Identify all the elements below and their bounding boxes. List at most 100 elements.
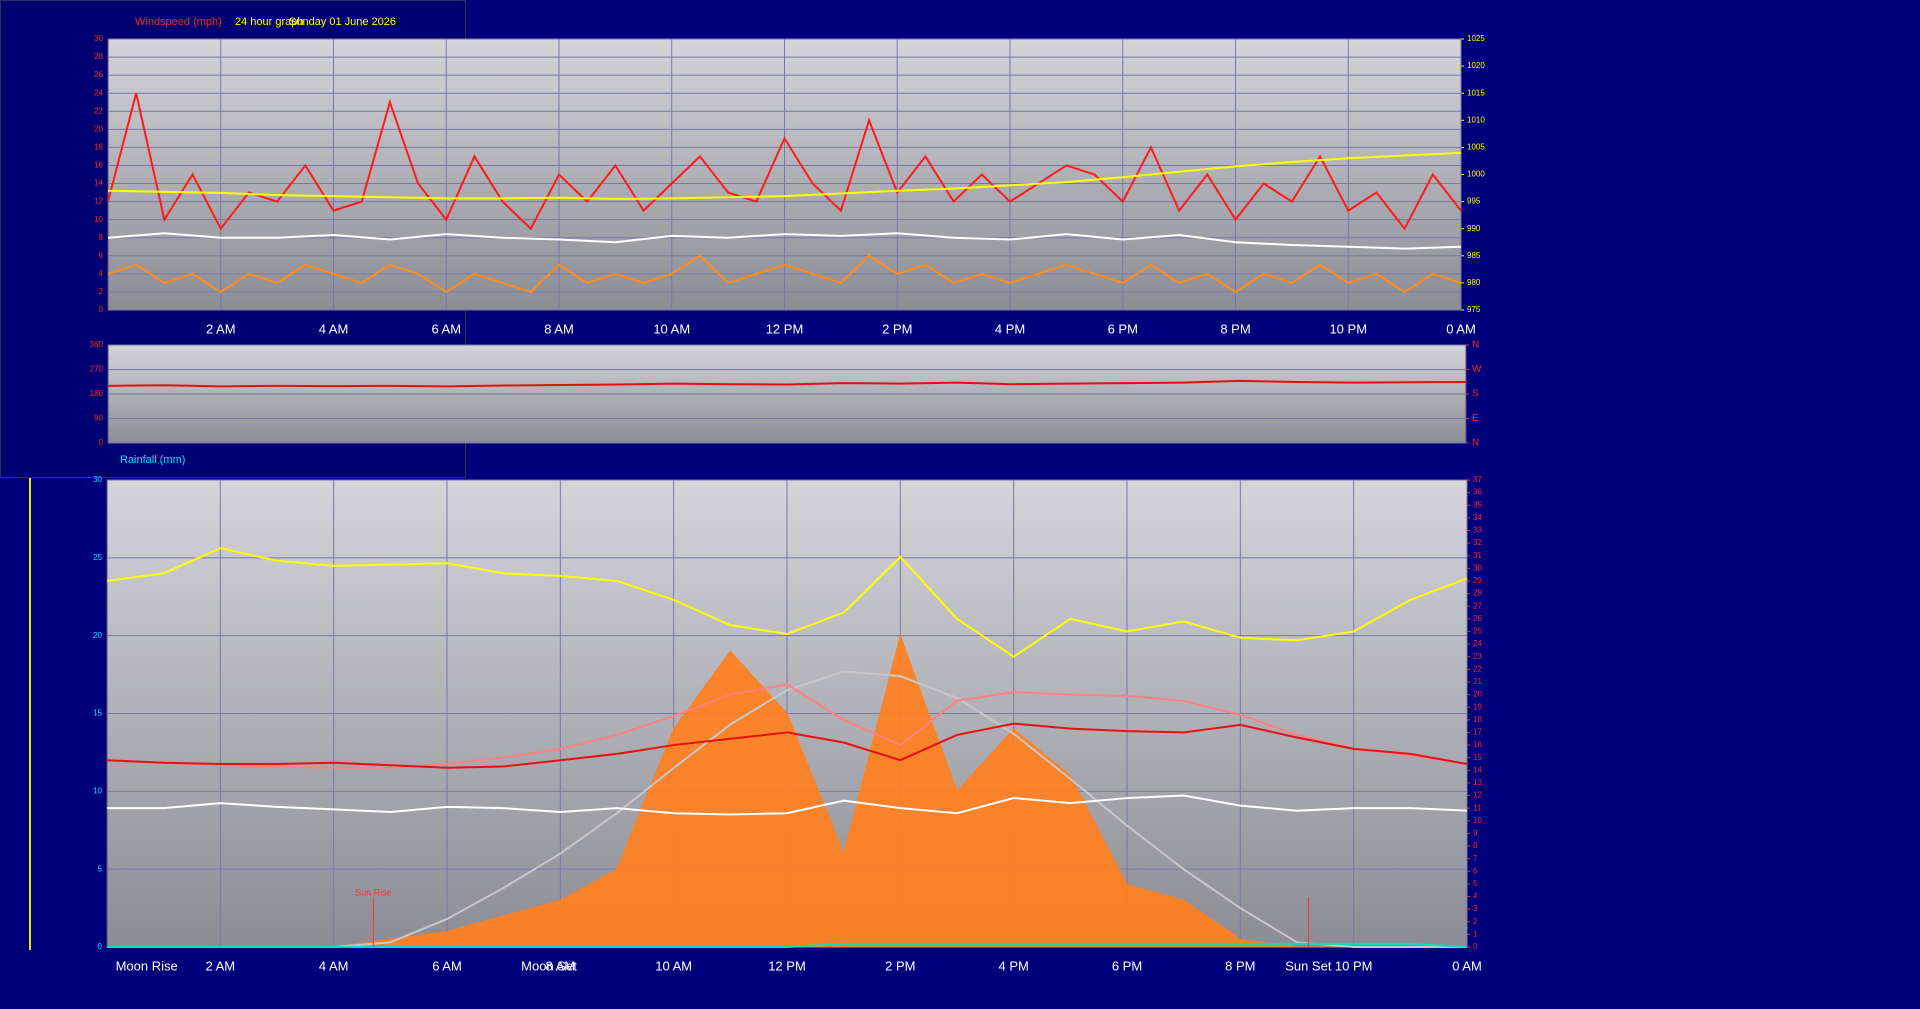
- y2-tick-label: 32: [1473, 538, 1482, 547]
- y-tick-label: 270: [90, 365, 104, 374]
- event-label: Moon Set: [521, 958, 577, 973]
- line: [106, 547, 1468, 658]
- y2-tick-label: 9: [1473, 829, 1478, 838]
- y2-tick-label: 995: [1467, 197, 1481, 206]
- y2-tick-label: 29: [1473, 576, 1482, 585]
- y2-tick-label: 1015: [1467, 88, 1485, 97]
- y2-tick-label: 5: [1473, 879, 1478, 888]
- event-label: Sun Set: [1285, 958, 1332, 973]
- line: [107, 92, 1462, 231]
- y2-tick-label: 37: [1473, 475, 1482, 484]
- y2-tick-label: N: [1472, 340, 1479, 351]
- x-tick-label: 10 PM: [1335, 958, 1373, 973]
- y2-tick-label: W: [1472, 364, 1482, 375]
- y-tick-label: 360: [90, 340, 104, 349]
- y2-tick-label: E: [1472, 413, 1479, 424]
- y2-tick-label: N: [1472, 438, 1479, 449]
- line: [107, 942, 1468, 948]
- y2-tick-label: 21: [1473, 677, 1482, 686]
- y2-tick-label: 31: [1473, 551, 1482, 560]
- x-tick-label: 0 AM: [1446, 321, 1476, 336]
- y2-tick-label: 18: [1473, 715, 1482, 724]
- y2-tick-label: 35: [1473, 500, 1482, 509]
- x-tick-label: 10 AM: [653, 321, 690, 336]
- y-tick-label: 5: [98, 864, 103, 873]
- y2-tick-label: 36: [1473, 488, 1482, 497]
- line: [107, 254, 1462, 294]
- x-tick-label: 8 PM: [1225, 958, 1255, 973]
- x-tick-label: 4 PM: [995, 321, 1025, 336]
- x-tick-label: 12 PM: [768, 958, 806, 973]
- y-tick-label: 15: [93, 709, 102, 718]
- x-tick-label: 0 AM: [1452, 958, 1482, 973]
- y2-tick-label: 8: [1473, 841, 1478, 850]
- y2-tick-label: 1025: [1467, 34, 1485, 43]
- y2-tick-label: 15: [1473, 753, 1482, 762]
- x-tick-label: 8 AM: [546, 958, 576, 973]
- line: [106, 722, 1468, 769]
- chart-title: 24 hour graph: [235, 16, 304, 28]
- y2-tick-label: 12: [1473, 791, 1482, 800]
- line: [106, 683, 1468, 769]
- chart-subtitle: Sunday 01 June 2026: [289, 16, 396, 28]
- chart-ylabel: Windspeed (mph): [135, 16, 222, 28]
- event-label: Moon Rise: [116, 958, 178, 973]
- x-tick-label: 2 PM: [885, 958, 915, 973]
- event-label: Sun Rise: [355, 887, 392, 897]
- y2-tick-label: 985: [1467, 251, 1481, 260]
- x-tick-label: 8 PM: [1220, 321, 1250, 336]
- y2-tick-label: 30: [1473, 563, 1482, 572]
- y2-tick-label: 11: [1473, 803, 1482, 812]
- y2-tick-label: 24: [1473, 639, 1482, 648]
- y2-tick-label: 0: [1473, 942, 1478, 951]
- y2-tick-label: 10: [1473, 816, 1482, 825]
- y2-tick-label: 990: [1467, 224, 1481, 233]
- x-tick-label: 6 PM: [1108, 321, 1138, 336]
- y-tick-label: 4: [99, 269, 104, 278]
- y-tick-label: 14: [94, 179, 103, 188]
- y-tick-label: 24: [94, 88, 103, 97]
- y2-tick-label: S: [1472, 389, 1479, 400]
- x-tick-label: 10 AM: [655, 958, 692, 973]
- y2-tick-label: 6: [1473, 866, 1478, 875]
- y2-tick-label: 22: [1473, 664, 1482, 673]
- y-tick-label: 26: [94, 70, 103, 79]
- y2-tick-label: 27: [1473, 601, 1482, 610]
- y-tick-label: 22: [94, 106, 103, 115]
- y2-tick-label: 28: [1473, 589, 1482, 598]
- y2-tick-label: 1000: [1467, 170, 1485, 179]
- y-tick-label: 0: [98, 942, 103, 951]
- x-tick-label: 4 AM: [319, 321, 349, 336]
- line: [107, 151, 1462, 200]
- y2-tick-label: 19: [1473, 702, 1482, 711]
- y2-tick-label: 980: [1467, 278, 1481, 287]
- y2-tick-label: 1020: [1467, 61, 1485, 70]
- y2-tick-label: 1005: [1467, 143, 1485, 152]
- x-tick-label: 6 AM: [432, 958, 462, 973]
- y2-tick-label: 20: [1473, 690, 1482, 699]
- x-tick-label: 2 AM: [206, 958, 236, 973]
- x-tick-label: 12 PM: [766, 321, 804, 336]
- y-tick-label: 30: [93, 475, 102, 484]
- y-tick-label: 10: [94, 215, 103, 224]
- y2-tick-label: 16: [1473, 740, 1482, 749]
- y-tick-label: 16: [94, 161, 103, 170]
- y2-tick-label: 1010: [1467, 115, 1485, 124]
- x-tick-label: 2 AM: [206, 321, 236, 336]
- x-tick-label: 6 AM: [431, 321, 461, 336]
- x-tick-label: 4 AM: [319, 958, 349, 973]
- y2-tick-label: 34: [1473, 513, 1482, 522]
- line: [107, 794, 1468, 816]
- y-tick-label: 6: [99, 251, 104, 260]
- chart-ylabel: Rainfall (mm): [120, 454, 185, 466]
- y-tick-label: 10: [93, 786, 102, 795]
- y-tick-label: 25: [93, 553, 102, 562]
- y-tick-label: 30: [94, 34, 103, 43]
- y-tick-label: 28: [94, 52, 103, 61]
- y2-tick-label: 23: [1473, 652, 1482, 661]
- y2-tick-label: 14: [1473, 765, 1482, 774]
- y2-tick-label: 3: [1473, 904, 1478, 913]
- y-tick-label: 8: [99, 233, 104, 242]
- y-tick-label: 18: [94, 143, 103, 152]
